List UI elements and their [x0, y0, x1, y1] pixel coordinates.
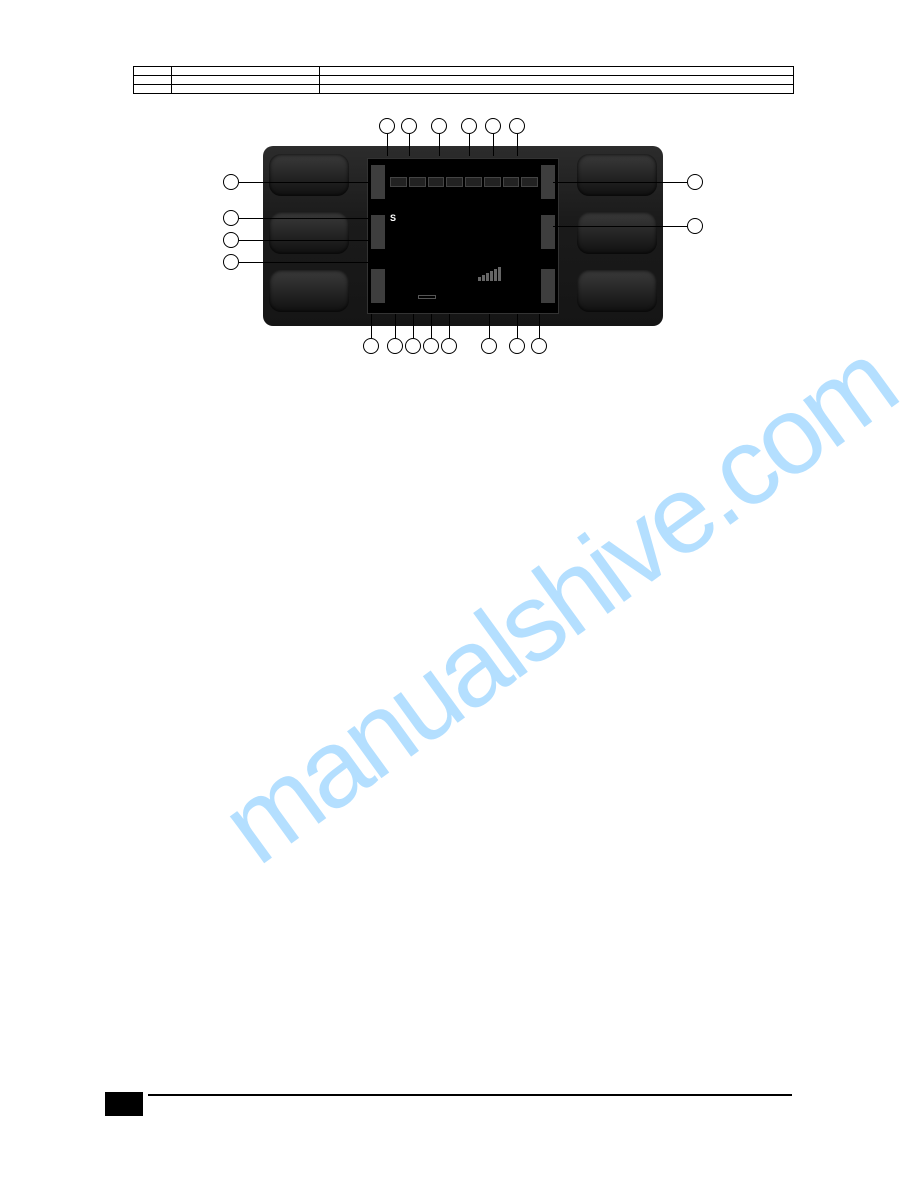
- button-p4: [577, 154, 657, 196]
- callout-circle: [401, 118, 417, 134]
- callout-line: [469, 134, 470, 156]
- callout-line: [413, 314, 414, 338]
- callout-line: [553, 182, 687, 183]
- table-keys: [133, 66, 794, 94]
- cell: [172, 76, 320, 85]
- callout-line: [239, 240, 369, 241]
- footer-line: [148, 1094, 792, 1096]
- cell: [172, 67, 320, 76]
- callout-line: [517, 134, 518, 156]
- callout-line: [489, 314, 490, 338]
- callout-circle: [363, 338, 379, 354]
- radio-diagram: S: [183, 118, 743, 356]
- callout-circle: [223, 174, 239, 190]
- callout-circle: [687, 218, 703, 234]
- callout-circle: [485, 118, 501, 134]
- cell: [320, 67, 794, 76]
- callout-circle: [223, 254, 239, 270]
- cell: [134, 67, 172, 76]
- button-p3: [269, 270, 349, 312]
- callout-circle: [223, 232, 239, 248]
- side-mon: [371, 269, 385, 303]
- cell: [134, 76, 172, 85]
- dcv-label: [418, 295, 436, 299]
- callout-line: [553, 226, 687, 227]
- callout-circle: [481, 338, 497, 354]
- side-ab: [371, 165, 385, 199]
- side-sql: [541, 215, 555, 249]
- callout-circle: [531, 338, 547, 354]
- cell: [320, 85, 794, 94]
- callout-circle: [387, 338, 403, 354]
- callout-line: [239, 182, 369, 183]
- callout-circle: [423, 338, 439, 354]
- radio-screen: S: [367, 158, 559, 314]
- button-p6: [577, 270, 657, 312]
- callout-line: [539, 314, 540, 338]
- sub-meter: [478, 267, 501, 281]
- button-p5: [577, 212, 657, 254]
- callout-circle: [461, 118, 477, 134]
- freq-main: S: [390, 213, 396, 247]
- side-vm: [371, 215, 385, 249]
- side-vol: [541, 269, 555, 303]
- callout-circle: [431, 118, 447, 134]
- callout-circle: [687, 174, 703, 190]
- callout-line: [239, 262, 369, 263]
- cell: [172, 85, 320, 94]
- radio-body: S: [263, 146, 663, 326]
- callout-circle: [379, 118, 395, 134]
- button-p1: [269, 154, 349, 196]
- page-number: [105, 1092, 143, 1116]
- callout-line: [371, 314, 372, 338]
- callout-circle: [405, 338, 421, 354]
- callout-line: [439, 134, 440, 156]
- cell: [320, 76, 794, 85]
- callout-circle: [509, 118, 525, 134]
- callout-circle: [509, 338, 525, 354]
- callout-line: [409, 134, 410, 156]
- callout-line: [493, 134, 494, 156]
- sig-meter: [390, 177, 538, 187]
- callout-line: [431, 314, 432, 338]
- callout-line: [395, 314, 396, 338]
- callout-line: [449, 314, 450, 338]
- cell: [134, 85, 172, 94]
- callout-line: [517, 314, 518, 338]
- page-content: S: [133, 60, 793, 374]
- watermark-text: manualshive.com: [199, 318, 918, 889]
- callout-circle: [441, 338, 457, 354]
- callout-circle: [223, 210, 239, 226]
- callout-line: [239, 218, 369, 219]
- callout-line: [387, 134, 388, 156]
